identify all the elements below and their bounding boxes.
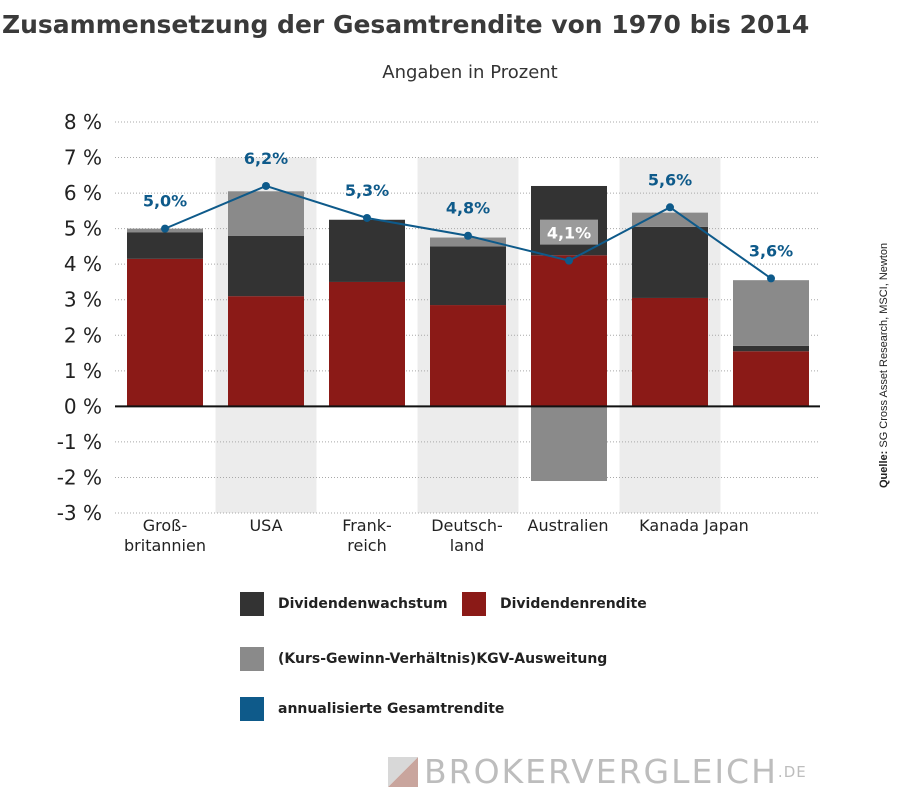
y-tick-label: 3 % [64, 288, 102, 312]
brokervergleich-logo-icon [388, 756, 418, 787]
y-tick-label: 6 % [64, 181, 102, 205]
data-label: 6,2% [244, 149, 288, 168]
legend-label: Dividendenwachstum [278, 596, 448, 612]
bar-segment-kgv [632, 212, 708, 227]
legend-label: annualisierte Gesamtrendite [278, 701, 505, 717]
x-axis-label: USA [249, 516, 282, 535]
y-tick-label: 7 % [64, 146, 102, 170]
x-axis-label-line: land [450, 536, 485, 555]
legend-item-dividendenwachstum: Dividendenwachstum [240, 592, 448, 616]
x-axis-label-line: britannien [124, 536, 206, 555]
x-axis-label: Frank-reich [342, 516, 392, 555]
x-axis-label: Australien [528, 516, 609, 535]
total-return-point [363, 213, 371, 222]
y-tick-label: 5 % [64, 217, 102, 241]
bar-segment-dividendenwachstum [228, 235, 304, 297]
x-axis-label-line: Frank- [342, 516, 392, 535]
y-axis-ticks: 8 % 7 % 6 % 5 % 4 % 3 % 2 % 1 % 0 % -1 % -2 % -3 % [57, 110, 102, 525]
bar-segment-dividendenwachstum [430, 246, 506, 306]
y-tick-label: 0 % [64, 394, 102, 418]
y-tick-label: 8 % [64, 110, 102, 134]
total-return-line: 5,0% 6,2% 5,3% 4,8% 4,1% 5,6% 3,6% [143, 149, 793, 283]
legend-item-kgv: (Kurs-Gewinn-Verhältnis)KGV-Ausweitung [240, 647, 607, 671]
bar-segment-dividendenwachstum [733, 345, 809, 352]
legend-swatch-kgv [240, 647, 264, 671]
source-label: Quelle: [878, 450, 890, 488]
watermark-text: BROKERVERGLEICH [424, 752, 778, 791]
x-axis-label-line: Groß- [143, 516, 188, 535]
bar-segment-dividendenrendite [430, 305, 506, 407]
watermark: BROKERVERGLEICH .DE [388, 752, 807, 791]
chart-title: Zusammensetzung der Gesamtrendite von 19… [2, 10, 810, 39]
bar-segment-kgv [430, 237, 506, 247]
total-return-point [464, 231, 472, 240]
legend-swatch-dividendenwachstum [240, 592, 264, 616]
legend-swatch-dividendenrendite [462, 592, 486, 616]
bar-segment-dividendenrendite [127, 258, 203, 407]
data-label: 5,3% [345, 181, 389, 200]
x-axis-label-line: reich [347, 536, 386, 555]
x-axis-label-line: Australien [528, 516, 609, 535]
bar-segment-dividendenwachstum [127, 232, 203, 259]
total-return-point [262, 181, 270, 190]
legend-swatch-gesamtrendite [240, 697, 264, 721]
total-return-point [161, 224, 169, 233]
bar-segment-kgv [228, 191, 304, 236]
bar-segment-dividendenwachstum [329, 219, 405, 282]
y-tick-label: -2 % [57, 465, 102, 489]
bar-segment-dividendenrendite [733, 351, 809, 407]
x-axis-label-line: USA [249, 516, 282, 535]
y-tick-label: 2 % [64, 323, 102, 347]
data-label: 4,8% [446, 199, 490, 218]
legend-label: (Kurs-Gewinn-Verhältnis)KGV-Ausweitung [278, 651, 608, 667]
data-label: 4,1% [547, 224, 591, 243]
bar-segment-dividendenwachstum [632, 226, 708, 298]
legend-item-dividendenrendite: Dividendenrendite [462, 592, 647, 616]
bar-segment-dividendenrendite [632, 297, 708, 407]
x-axis-label-line: Kanada Japan [639, 516, 749, 535]
legend-label: Dividendenrendite [500, 596, 647, 612]
y-tick-label: 4 % [64, 252, 102, 276]
data-label: 5,6% [648, 170, 692, 189]
total-return-point [767, 274, 775, 283]
legend-item-gesamtrendite: annualisierte Gesamtrendite [240, 697, 504, 721]
bar-segment-kgv [733, 280, 809, 346]
x-axis-label: Groß-britannien [124, 516, 206, 555]
total-return-point [565, 256, 573, 265]
x-axis-label: Deutsch-land [431, 516, 503, 555]
x-axis-labels: Groß-britannien USA Frank-reich Deutsch-lan… [124, 516, 749, 555]
watermark-suffix: .DE [777, 762, 807, 781]
source-note: Quelle: SG Cross Asset Research, MSCI, N… [878, 243, 890, 488]
x-axis-label: Kanada Japan [639, 516, 749, 535]
x-axis-label-line: Deutsch- [431, 516, 503, 535]
total-return-point [666, 203, 674, 212]
chart-subtitle: Angaben in Prozent [382, 62, 558, 83]
y-tick-label: 1 % [64, 359, 102, 383]
y-tick-label: -1 % [57, 430, 102, 454]
bar-segment-dividendenrendite [531, 255, 607, 407]
bar-segment-dividendenrendite [329, 281, 405, 407]
stacked-bar-chart: 8 %7 %6 %5 %4 %3 %2 %1 %0 %-1 %-2 %-3 % … [57, 110, 820, 555]
data-label-background [540, 219, 598, 245]
source-text: SG Cross Asset Research, MSCI, Newton [878, 242, 890, 451]
bar-segment-kgv [531, 406, 607, 482]
bar-segment-dividendenrendite [228, 296, 304, 407]
data-label: 3,6% [749, 241, 793, 260]
y-tick-label: -3 % [57, 501, 102, 525]
data-label: 5,0% [143, 192, 187, 211]
